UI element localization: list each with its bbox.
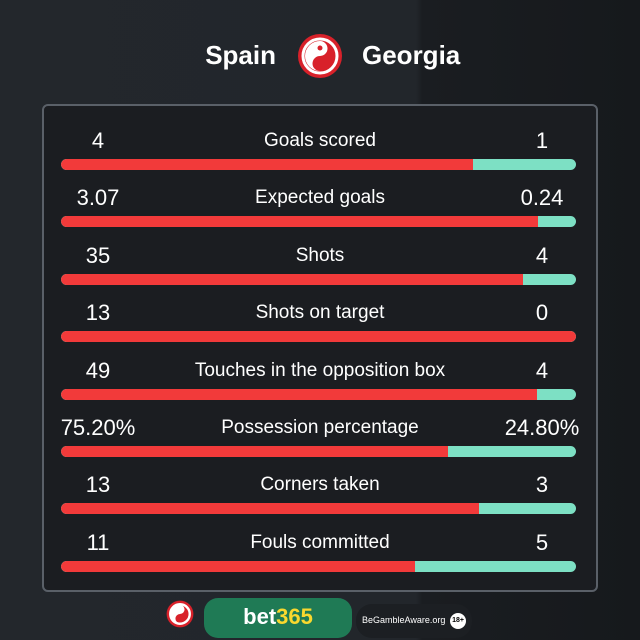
away-team-name: Georgia bbox=[362, 40, 461, 70]
away-value: 4 bbox=[535, 357, 549, 383]
bet365-logo[interactable]: bet365 bbox=[204, 598, 352, 638]
bet365-text: bet bbox=[243, 604, 277, 629]
bet365-number: 365 bbox=[276, 604, 313, 629]
comparison-bar bbox=[61, 560, 576, 572]
home-share-fill bbox=[61, 388, 538, 400]
stat-row: 4 Goals scored 1 bbox=[44, 114, 596, 171]
home-value: 35 bbox=[85, 242, 111, 268]
footer: bet365 BeGambleAware.org 18+ bbox=[0, 598, 640, 640]
comparison-bar bbox=[61, 388, 576, 400]
away-value: 5 bbox=[535, 529, 549, 555]
comparison-bar bbox=[61, 159, 576, 170]
comparison-bar bbox=[61, 503, 576, 515]
age-18-icon: 18+ bbox=[450, 613, 466, 629]
away-value: 4 bbox=[535, 242, 549, 268]
comparison-bar bbox=[61, 216, 576, 228]
stats-panel: 4 Goals scored 1 3.07 Expected goals 0.2… bbox=[42, 104, 598, 592]
begambleaware-text: BeGambleAware.org bbox=[362, 615, 446, 625]
begambleaware-badge[interactable]: BeGambleAware.org 18+ bbox=[356, 604, 472, 638]
swirl-logo-icon bbox=[166, 600, 194, 628]
home-value: 3.07 bbox=[76, 185, 120, 211]
home-share-fill bbox=[61, 273, 523, 285]
stat-row: 49 Touches in the opposition box 4 bbox=[44, 344, 596, 401]
home-share-fill bbox=[61, 446, 449, 457]
home-share-fill bbox=[61, 503, 480, 515]
stat-label: Shots on target bbox=[255, 302, 385, 324]
home-share-fill bbox=[61, 159, 473, 170]
stat-row: 75.20% Possession percentage 24.80% bbox=[44, 401, 596, 458]
comparison-bar bbox=[61, 331, 576, 343]
comparison-bar bbox=[61, 273, 576, 285]
stat-row: 3.07 Expected goals 0.24 bbox=[44, 171, 596, 228]
home-value: 75.20% bbox=[60, 415, 136, 440]
stat-label: Goals scored bbox=[264, 130, 376, 151]
stat-row: 13 Corners taken 3 bbox=[44, 458, 596, 515]
home-share-fill bbox=[61, 331, 576, 343]
home-share-fill bbox=[61, 560, 416, 572]
home-value: 13 bbox=[85, 300, 111, 326]
stat-label: Possession percentage bbox=[221, 417, 419, 438]
away-value: 3 bbox=[535, 472, 549, 498]
home-value: 13 bbox=[85, 472, 111, 498]
away-value: 24.80% bbox=[504, 415, 580, 440]
away-value: 1 bbox=[535, 128, 549, 153]
stat-row: 13 Shots on target 0 bbox=[44, 286, 596, 343]
home-share-fill bbox=[61, 216, 539, 228]
swirl-logo-icon bbox=[298, 34, 342, 78]
match-header: Spain Georgia bbox=[0, 30, 640, 82]
stat-row: 35 Shots 4 bbox=[44, 229, 596, 286]
home-value: 49 bbox=[85, 357, 111, 383]
stat-label: Corners taken bbox=[260, 474, 380, 496]
stat-label: Fouls committed bbox=[250, 531, 390, 553]
stat-row: 11 Fouls committed 5 bbox=[44, 516, 596, 573]
home-team-name: Spain bbox=[205, 40, 276, 70]
stat-label: Touches in the opposition box bbox=[194, 359, 446, 381]
comparison-bar bbox=[61, 446, 576, 457]
stat-label: Expected goals bbox=[255, 187, 385, 209]
away-value: 0.24 bbox=[520, 185, 564, 211]
stat-label: Shots bbox=[295, 244, 345, 266]
away-value: 0 bbox=[535, 300, 549, 326]
home-value: 4 bbox=[91, 128, 105, 153]
home-value: 11 bbox=[86, 529, 110, 555]
